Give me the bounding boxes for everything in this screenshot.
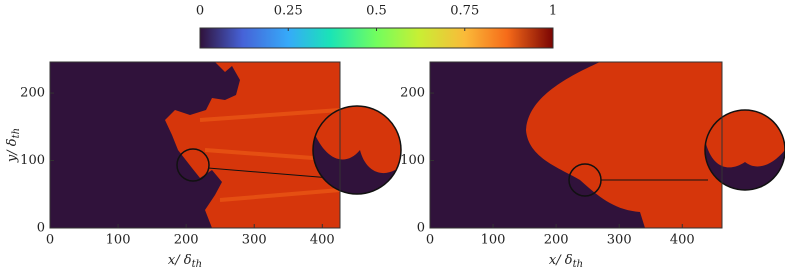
x-axis-label-sub: th — [192, 259, 202, 270]
axes-frame — [49, 61, 341, 229]
x-tick-label: 100 — [481, 233, 506, 248]
field-left — [50, 62, 340, 228]
colorbar-tick-label: 0.5 — [366, 4, 387, 19]
x-axis-label: x/ δth — [549, 253, 583, 270]
x-tick-label: 0 — [46, 233, 54, 248]
field-right — [430, 62, 722, 228]
colorbar-tick-label: 0.25 — [274, 4, 303, 19]
y-tick-label: 0 — [417, 221, 425, 236]
zoom-right — [568, 109, 785, 197]
y-tick-label: 0 — [37, 221, 45, 236]
colorbar-tick-label: 1 — [549, 4, 557, 19]
x-tick-label: 300 — [607, 233, 632, 248]
y-tick-label: 100 — [400, 153, 425, 168]
axes-frame — [429, 61, 723, 229]
colorbar-tick-label: 0.75 — [450, 4, 479, 19]
y-tick-label: 200 — [20, 86, 45, 101]
x-tick-label: 400 — [670, 233, 695, 248]
zoom-left — [176, 105, 402, 195]
x-tick-label: 0 — [426, 233, 434, 248]
x-axis-label-main: x/ δ — [549, 253, 573, 268]
y-tick-label: 100 — [20, 153, 45, 168]
x-tick-label: 400 — [310, 233, 335, 248]
y-tick-label: 200 — [400, 86, 425, 101]
x-tick-label: 200 — [544, 233, 569, 248]
x-axis-label-main: x/ δ — [168, 253, 192, 268]
x-tick-label: 200 — [174, 233, 199, 248]
x-tick-label: 100 — [106, 233, 131, 248]
y-axis-label-main: y/ δ — [5, 138, 20, 163]
x-tick-label: 300 — [242, 233, 267, 248]
colorbar-tick-label: 0 — [196, 4, 204, 19]
x-axis-label: x/ δth — [168, 253, 202, 270]
x-axis-label-sub: th — [573, 259, 583, 270]
y-axis-label-sub: th — [11, 128, 22, 138]
y-axis-label: y/ δth — [5, 128, 22, 163]
